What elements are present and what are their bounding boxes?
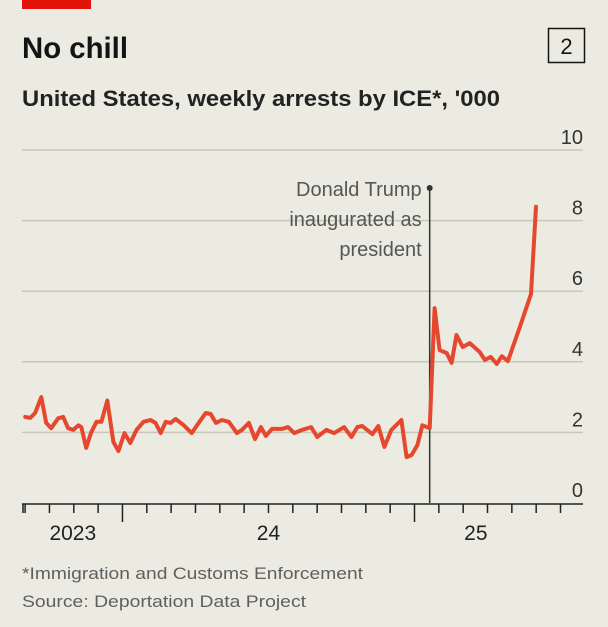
x-axis: 2023 24 25 [22, 503, 583, 545]
accent-bar [22, 0, 91, 9]
y-tick-label: 6 [572, 268, 583, 290]
annotation-text-line: Donald Trump [296, 179, 422, 201]
chart-number-box [547, 27, 586, 64]
annotation-text-line: inaugurated as [289, 209, 421, 231]
chart-title: No chill [22, 32, 128, 65]
series-line-arrests [23, 204, 538, 460]
y-axis-labels: 0 2 4 6 8 10 [561, 127, 583, 502]
y-tick-label: 4 [572, 339, 583, 361]
y-tick-label: 2 [572, 409, 583, 431]
y-tick-label: 0 [572, 480, 583, 502]
chart-subtitle: United States, weekly arrests by ICE*, '… [22, 86, 500, 111]
y-tick-label: 10 [561, 127, 583, 149]
annotation-text-line: president [339, 239, 422, 261]
y-tick-label: 8 [572, 198, 583, 220]
annotation-dot [426, 185, 433, 191]
gridlines [22, 149, 583, 434]
chart-number: 2 [560, 34, 572, 59]
x-tick-label: 2023 [49, 522, 96, 545]
footnote: *Immigration and Customs Enforcement [22, 564, 363, 583]
inauguration-annotation: Donald Trump inaugurated as president [289, 179, 433, 503]
x-tick-label: 25 [464, 522, 487, 545]
x-tick-label: 24 [257, 522, 281, 545]
source-note: Source: Deportation Data Project [22, 592, 306, 611]
